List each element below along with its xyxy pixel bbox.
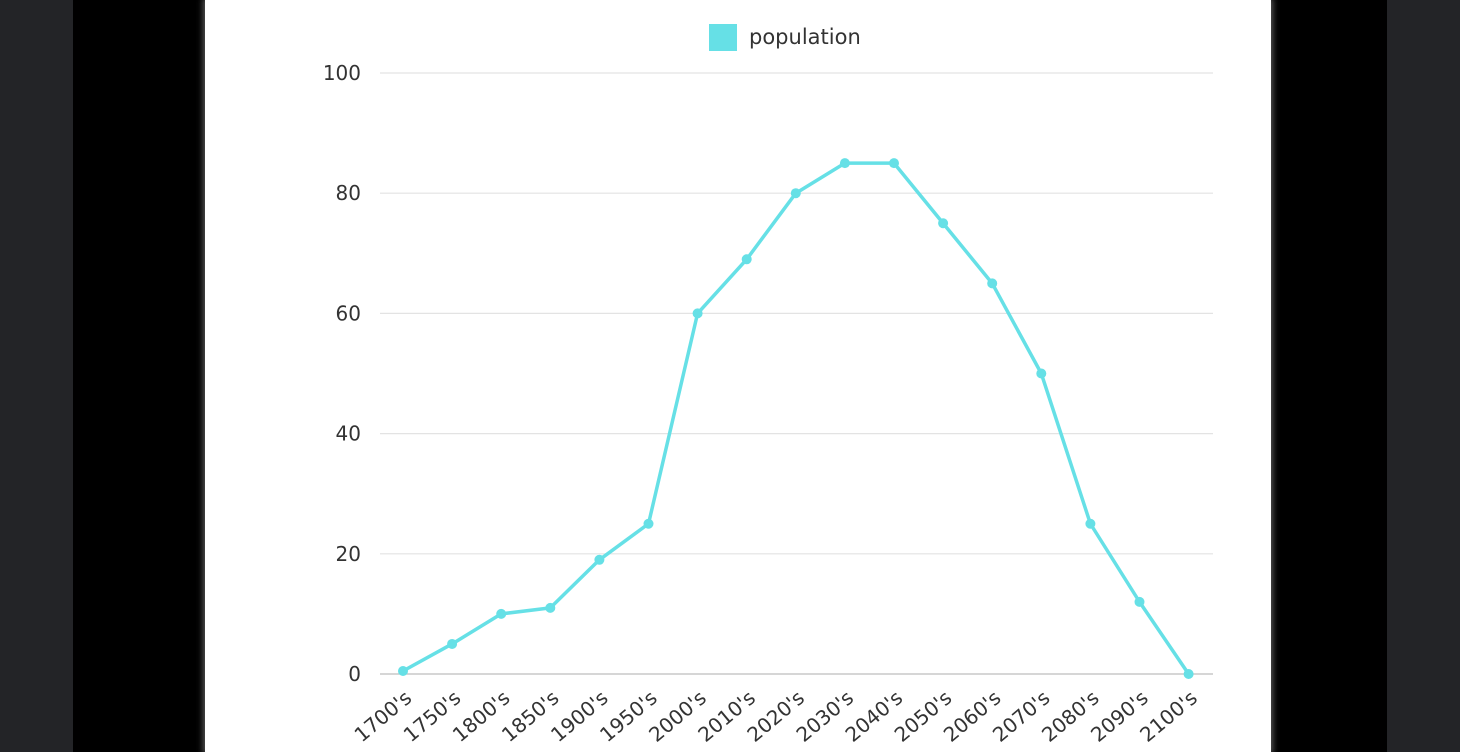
chart-card [205,0,1271,752]
data-point[interactable] [790,188,801,199]
data-point[interactable] [1134,596,1145,607]
y-tick-label: 20 [336,542,361,566]
series-layer [398,158,1194,679]
data-point[interactable] [398,665,408,676]
data-point[interactable] [1183,669,1194,679]
data-point[interactable] [545,602,556,613]
data-point[interactable] [889,158,899,169]
y-tick-label: 60 [336,301,361,325]
y-tick-label: 0 [348,662,361,686]
data-point[interactable] [1085,518,1096,529]
legend-swatch [709,24,737,51]
data-point[interactable] [496,608,507,619]
legend[interactable]: population [709,24,861,51]
legend-label: population [749,25,861,49]
y-axis-ticks: 0 20 40 60 80 100 [323,61,361,686]
x-axis-ticks: 1700's1750's1800's1850's1900's1950's2000… [350,685,1202,746]
data-point[interactable] [692,308,703,319]
data-point[interactable] [1036,368,1047,379]
data-point[interactable] [938,218,949,229]
data-point[interactable] [987,278,998,289]
data-point[interactable] [839,158,850,169]
y-tick-label: 100 [323,61,361,85]
grid-layer [380,72,1213,675]
data-point[interactable] [741,254,752,265]
data-point[interactable] [447,638,458,649]
data-point[interactable] [643,518,654,529]
data-point[interactable] [594,554,605,565]
y-tick-label: 80 [336,181,361,205]
y-tick-label: 40 [336,422,361,446]
series-line-population [402,161,1191,675]
x-tick-label: 2100's [1135,685,1202,746]
